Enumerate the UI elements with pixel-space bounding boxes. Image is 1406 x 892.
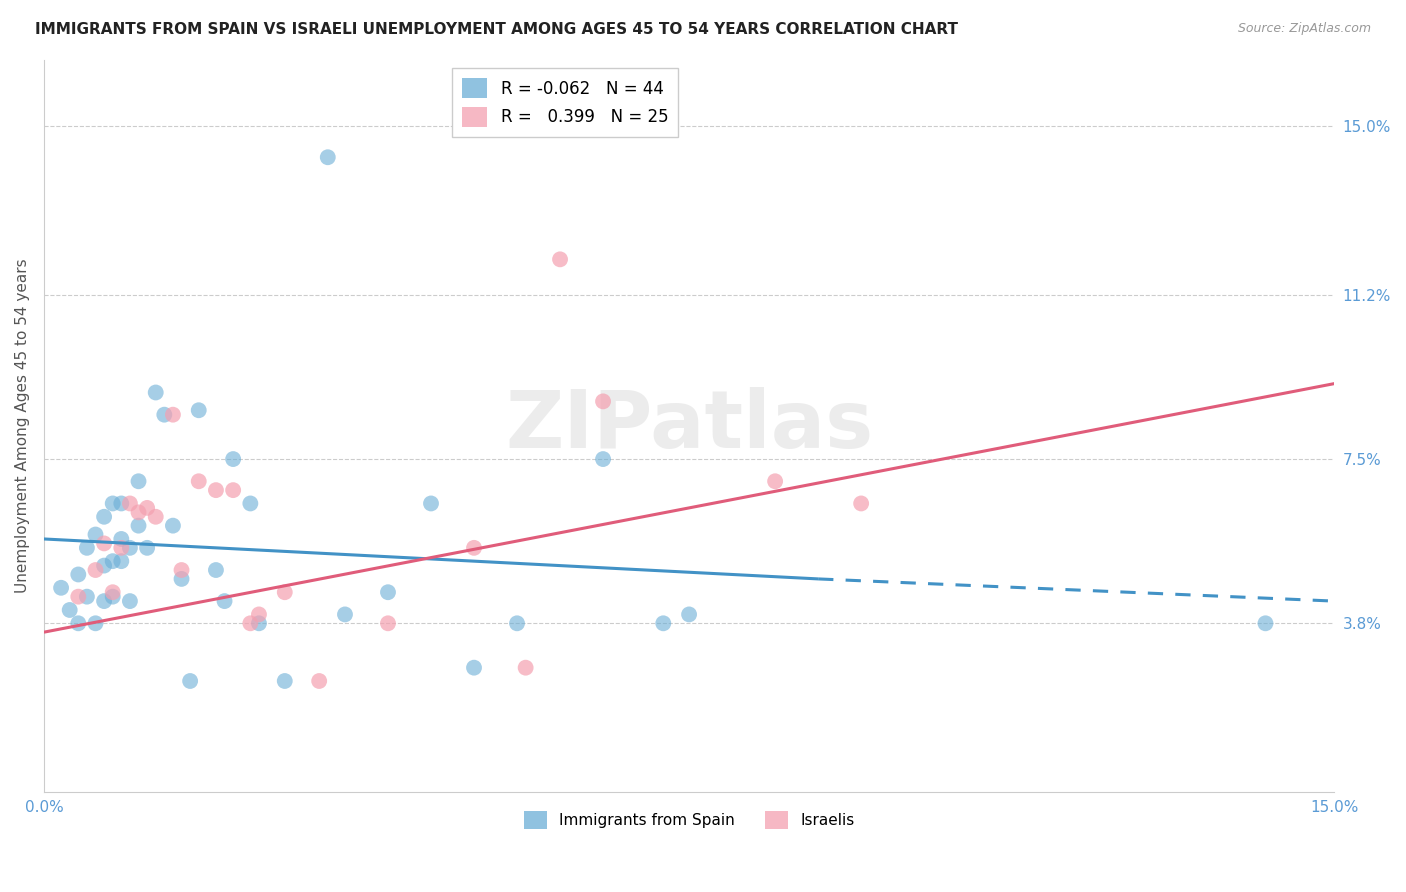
Legend: Immigrants from Spain, Israelis: Immigrants from Spain, Israelis: [517, 805, 860, 836]
Point: [76, 541, 98, 555]
Point: [170, 572, 193, 586]
Point: [187, 475, 209, 489]
Point: [67, 567, 90, 582]
Point: [205, 483, 228, 497]
Point: [377, 585, 399, 599]
Point: [93, 509, 115, 524]
Point: [214, 594, 236, 608]
Point: [118, 541, 141, 555]
Point: [128, 475, 150, 489]
Point: [136, 541, 159, 555]
Point: [162, 408, 184, 422]
Point: [145, 509, 167, 524]
Point: [548, 252, 571, 267]
Point: [67, 590, 90, 604]
Point: [1254, 616, 1277, 631]
Point: [162, 518, 184, 533]
Point: [247, 616, 270, 631]
Point: [145, 385, 167, 400]
Text: Source: ZipAtlas.com: Source: ZipAtlas.com: [1237, 22, 1371, 36]
Point: [333, 607, 356, 622]
Point: [101, 554, 124, 568]
Point: [222, 452, 245, 467]
Point: [101, 585, 124, 599]
Point: [205, 563, 228, 577]
Point: [93, 594, 115, 608]
Point: [110, 554, 132, 568]
Point: [239, 496, 262, 510]
Point: [239, 616, 262, 631]
Point: [247, 607, 270, 622]
Point: [128, 505, 150, 519]
Point: [118, 496, 141, 510]
Text: IMMIGRANTS FROM SPAIN VS ISRAELI UNEMPLOYMENT AMONG AGES 45 TO 54 YEARS CORRELAT: IMMIGRANTS FROM SPAIN VS ISRAELI UNEMPLO…: [35, 22, 957, 37]
Point: [84, 563, 107, 577]
Point: [222, 483, 245, 497]
Point: [84, 616, 107, 631]
Point: [463, 541, 485, 555]
Point: [128, 518, 150, 533]
Point: [316, 150, 339, 164]
Point: [101, 590, 124, 604]
Text: ZIPatlas: ZIPatlas: [505, 387, 873, 465]
Point: [187, 403, 209, 417]
Point: [118, 594, 141, 608]
Point: [76, 590, 98, 604]
Point: [849, 496, 872, 510]
Point: [101, 496, 124, 510]
Point: [763, 475, 786, 489]
Point: [377, 616, 399, 631]
Point: [67, 616, 90, 631]
Point: [652, 616, 675, 631]
Point: [179, 673, 201, 688]
Point: [110, 532, 132, 546]
Point: [463, 661, 485, 675]
Point: [308, 673, 330, 688]
Point: [110, 496, 132, 510]
Point: [136, 500, 159, 515]
Point: [592, 394, 614, 409]
Point: [93, 558, 115, 573]
Y-axis label: Unemployment Among Ages 45 to 54 years: Unemployment Among Ages 45 to 54 years: [15, 259, 30, 593]
Point: [153, 408, 176, 422]
Point: [84, 527, 107, 541]
Point: [274, 585, 297, 599]
Point: [420, 496, 443, 510]
Point: [110, 541, 132, 555]
Point: [93, 536, 115, 550]
Point: [49, 581, 72, 595]
Point: [274, 673, 297, 688]
Point: [59, 603, 82, 617]
Point: [678, 607, 700, 622]
Point: [592, 452, 614, 467]
Point: [515, 661, 537, 675]
Point: [506, 616, 529, 631]
Point: [170, 563, 193, 577]
